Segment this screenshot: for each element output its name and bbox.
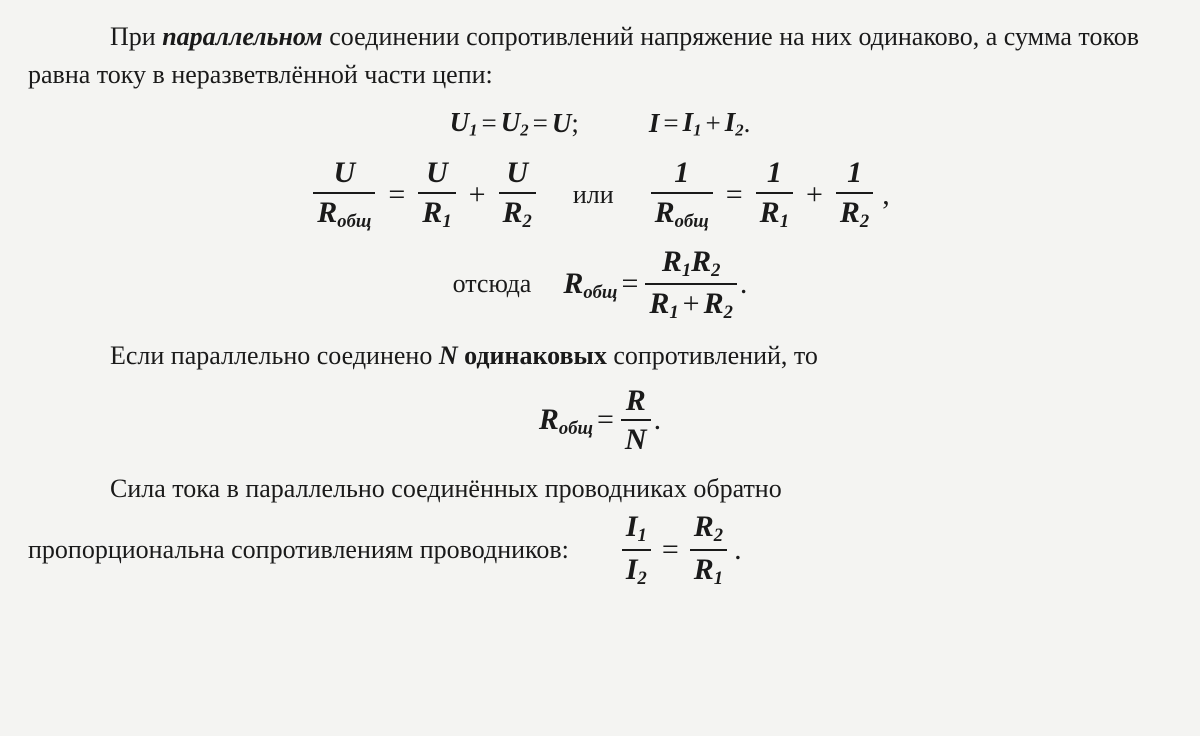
frac-1-R1: 1 R1	[756, 157, 793, 231]
punct: ,	[882, 173, 890, 217]
document-page: При параллельном соединении сопротивлени…	[0, 0, 1200, 607]
var-U: U	[552, 104, 572, 143]
frac-1-R2: 1 R2	[836, 157, 873, 231]
var-I: I	[649, 104, 660, 143]
equals: =	[659, 104, 682, 143]
punct: .	[744, 104, 751, 143]
frac-U-R1: U R1	[418, 157, 455, 231]
frac-R-N: RN	[621, 385, 651, 456]
var-U1: U1	[450, 103, 478, 143]
paragraph-n-equal: Если параллельно соединено N одинаковых …	[28, 337, 1172, 375]
equation-r-over-n: Rобщ = RN .	[28, 385, 1172, 456]
equation-current: I = I1 + I2 .	[649, 103, 751, 143]
text: Сила тока в параллельно соединённых пров…	[110, 474, 782, 503]
equation-voltage: U1 = U2 = U ;	[450, 103, 579, 143]
frac-U-R2: U R2	[499, 157, 536, 231]
equals: =	[529, 104, 552, 143]
paragraph-inverse-1: Сила тока в параллельно соединённых пров…	[28, 470, 1172, 508]
plus: +	[702, 104, 725, 143]
equation-rtotal-product: отсюда Rобщ = R1R2 R1+R2 .	[28, 246, 1172, 323]
paragraph-inverse-2: пропорциональна сопротивлениям проводник…	[28, 511, 1172, 588]
paragraph-intro: При параллельном соединении сопротивлени…	[28, 18, 1172, 93]
equation-reciprocal-right: 1 Rобщ = 1 R1 + 1 R2 ,	[648, 157, 890, 231]
punct: .	[734, 528, 742, 572]
equals: =	[617, 262, 642, 306]
frac-1-Rtot: 1 Rобщ	[651, 157, 713, 231]
frac-R2-R1: R2 R1	[690, 511, 727, 588]
frac-I1-I2: I1 I2	[622, 511, 651, 588]
frac-U-Rtot: U Rобщ	[313, 157, 375, 231]
term-parallel: параллельном	[162, 22, 323, 51]
var-I1: I1	[683, 103, 702, 143]
equation-reciprocal-left: U Rобщ = U R1 + U R2	[310, 157, 539, 231]
plus: +	[802, 173, 827, 217]
equals: =	[658, 528, 683, 572]
text: Если параллельно соединено	[110, 341, 439, 370]
var-I2: I2	[725, 103, 744, 143]
text: При	[110, 22, 162, 51]
equals: =	[722, 173, 747, 217]
equals: =	[384, 173, 409, 217]
equation-current-ratio: I1 I2 = R2 R1 .	[619, 511, 742, 588]
equals: =	[478, 104, 501, 143]
word-identical: одинаковых	[458, 341, 607, 370]
var-U2: U2	[501, 103, 529, 143]
punct: .	[654, 398, 662, 442]
var-Rtot: Rобщ	[539, 398, 593, 443]
text: сопротивлений, то	[607, 341, 818, 370]
word-or: или	[573, 176, 614, 214]
var-Rtot: Rобщ	[563, 262, 617, 307]
text: пропорциональна сопротивлениям проводник…	[28, 531, 569, 569]
equals: =	[593, 398, 618, 442]
word-hence: отсюда	[453, 265, 532, 303]
var-N: N	[439, 341, 458, 370]
punct: ;	[571, 104, 579, 143]
equation-voltage-current: U1 = U2 = U ; I = I1 + I2 .	[28, 103, 1172, 143]
plus: +	[465, 173, 490, 217]
frac-product-sum: R1R2 R1+R2	[645, 246, 737, 323]
equation-reciprocal: U Rобщ = U R1 + U R2 или 1 Rобщ = 1 R1	[28, 157, 1172, 231]
punct: .	[740, 262, 748, 306]
